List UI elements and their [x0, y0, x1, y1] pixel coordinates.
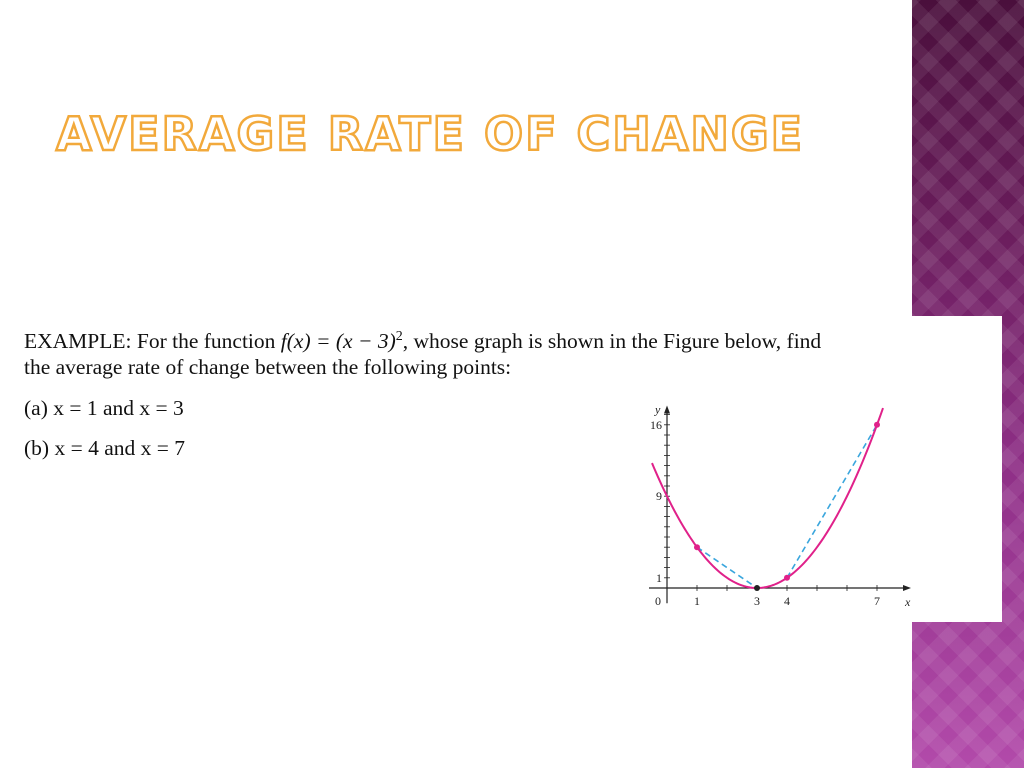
example-intro-end: , whose graph is shown in the Figure bel… [402, 329, 822, 354]
function-graph: 1 3 4 7 1 9 16 0 x y [649, 403, 911, 609]
x-tick-label: 7 [874, 594, 880, 608]
curve-point [694, 544, 700, 551]
y-tick-label: 1 [656, 571, 662, 585]
example-label: EXAMPLE: [24, 329, 132, 354]
function-expression: f(x) = (x − 3) [280, 329, 396, 354]
function-exponent: 2 [395, 329, 403, 344]
example-line-1: EXAMPLE: For the function f(x) = (x − 3)… [24, 322, 821, 356]
slide-title: Average Rate of Change [55, 106, 805, 163]
curve-point [754, 585, 760, 591]
example-line-2: the average rate of change between the f… [24, 355, 512, 379]
parabola-curve [651, 407, 884, 589]
x-axis-label: x [904, 595, 911, 609]
y-axis-arrow [664, 405, 670, 414]
example-intro: For the function [136, 329, 281, 354]
x-axis-arrow [903, 585, 911, 591]
curve-point [784, 574, 790, 581]
example-panel: EXAMPLE: For the function f(x) = (x − 3)… [0, 316, 1002, 622]
part-b: (b) x = 4 and x = 7 [24, 436, 185, 460]
x-tick-label: 3 [754, 594, 760, 608]
secant-line [786, 424, 878, 579]
part-a: (a) x = 1 and x = 3 [24, 396, 184, 420]
y-tick-label: 16 [650, 418, 662, 432]
curve-point [874, 421, 880, 428]
x-tick-label: 1 [694, 594, 700, 608]
y-tick-label: 9 [656, 489, 662, 503]
y-axis-label: y [654, 403, 661, 417]
origin-label: 0 [655, 594, 661, 608]
secant-line [696, 546, 758, 589]
x-tick-label: 4 [784, 594, 790, 608]
